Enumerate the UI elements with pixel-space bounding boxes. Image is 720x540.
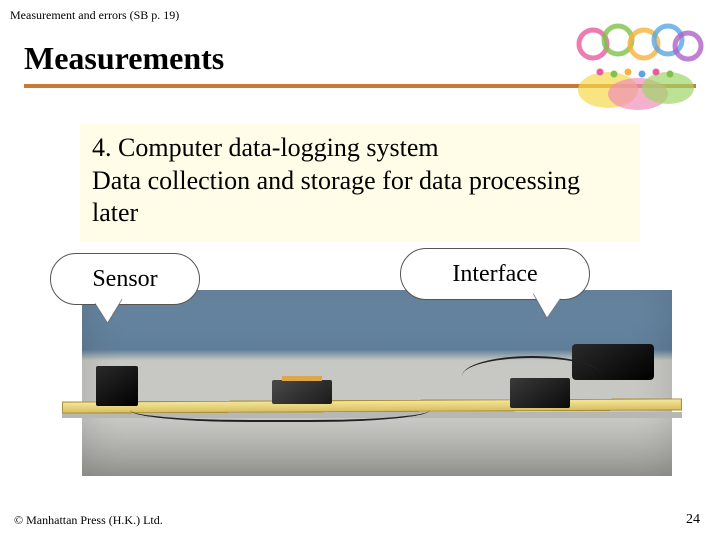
callout-sensor: Sensor — [50, 253, 200, 305]
wire-2 — [462, 356, 602, 396]
content-body: Data collection and storage for data pro… — [92, 165, 628, 230]
content-heading: 4. Computer data-logging system — [92, 132, 628, 165]
page-number: 24 — [686, 512, 700, 528]
content-box: 4. Computer data-logging system Data col… — [80, 124, 640, 242]
callout-sensor-label: Sensor — [92, 266, 157, 293]
apparatus-photo — [82, 290, 672, 476]
copyright: © Manhattan Press (H.K.) Ltd. — [14, 513, 163, 528]
decorative-graphic — [558, 22, 708, 117]
wire-1 — [130, 392, 430, 422]
header-reference: Measurement and errors (SB p. 19) — [10, 8, 179, 23]
page-title: Measurements — [24, 40, 224, 77]
callout-interface: Interface — [400, 248, 590, 300]
callout-interface-label: Interface — [452, 261, 537, 288]
